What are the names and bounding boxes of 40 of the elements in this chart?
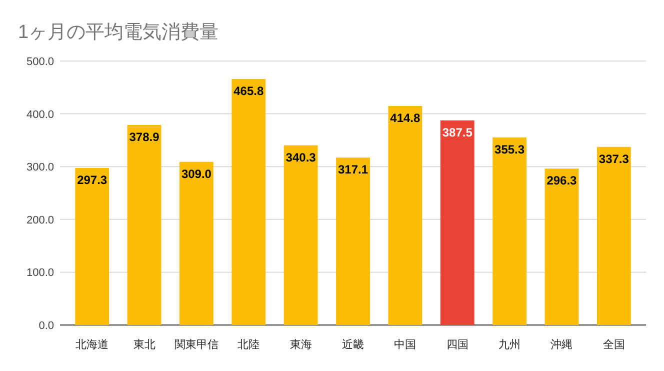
data-label: 465.8 (234, 84, 264, 98)
bar (127, 124, 162, 325)
data-label: 340.3 (286, 150, 316, 164)
y-tick-label: 0.0 (38, 320, 54, 332)
x-tick-label: 九州 (498, 338, 521, 351)
data-label: 297.3 (77, 173, 108, 188)
data-label: 387.5 (442, 125, 473, 140)
x-tick-label: 全国 (602, 339, 625, 351)
bar (336, 158, 370, 325)
y-tick-label: 400.0 (26, 108, 54, 121)
data-label: 337.3 (598, 152, 630, 166)
x-tick-label: 近畿 (342, 338, 364, 351)
y-tick-label: 100.0 (26, 267, 54, 280)
bar (232, 79, 266, 325)
data-label: 317.1 (338, 162, 368, 177)
bar (544, 168, 579, 325)
data-label: 414.8 (390, 110, 421, 125)
y-tick-label: 200.0 (26, 214, 54, 226)
data-label: 355.3 (494, 142, 525, 156)
chart-title: 1ヶ月の平均電気消費量 (18, 22, 219, 43)
y-tick-label: 300.0 (26, 162, 54, 174)
y-tick-label: 500.0 (26, 56, 54, 68)
bar (440, 120, 474, 325)
bar (492, 137, 527, 325)
data-label: 296.3 (546, 174, 578, 188)
x-tick-label: 北陸 (238, 338, 260, 351)
x-tick-label: 中国 (394, 338, 416, 351)
x-tick-label: 東海 (290, 338, 312, 351)
data-label: 378.9 (129, 130, 160, 144)
bar (284, 145, 318, 325)
bar (75, 168, 110, 325)
bar (179, 162, 214, 325)
x-tick-label: 沖縄 (550, 338, 573, 351)
x-tick-label: 東北 (133, 338, 156, 351)
bar (596, 146, 631, 325)
data-label: 309.0 (181, 166, 212, 181)
bar (388, 106, 422, 325)
x-tick-label: 北海道 (76, 338, 109, 351)
x-tick-label: 関東甲信 (174, 338, 218, 351)
x-tick-label: 四国 (446, 339, 468, 351)
